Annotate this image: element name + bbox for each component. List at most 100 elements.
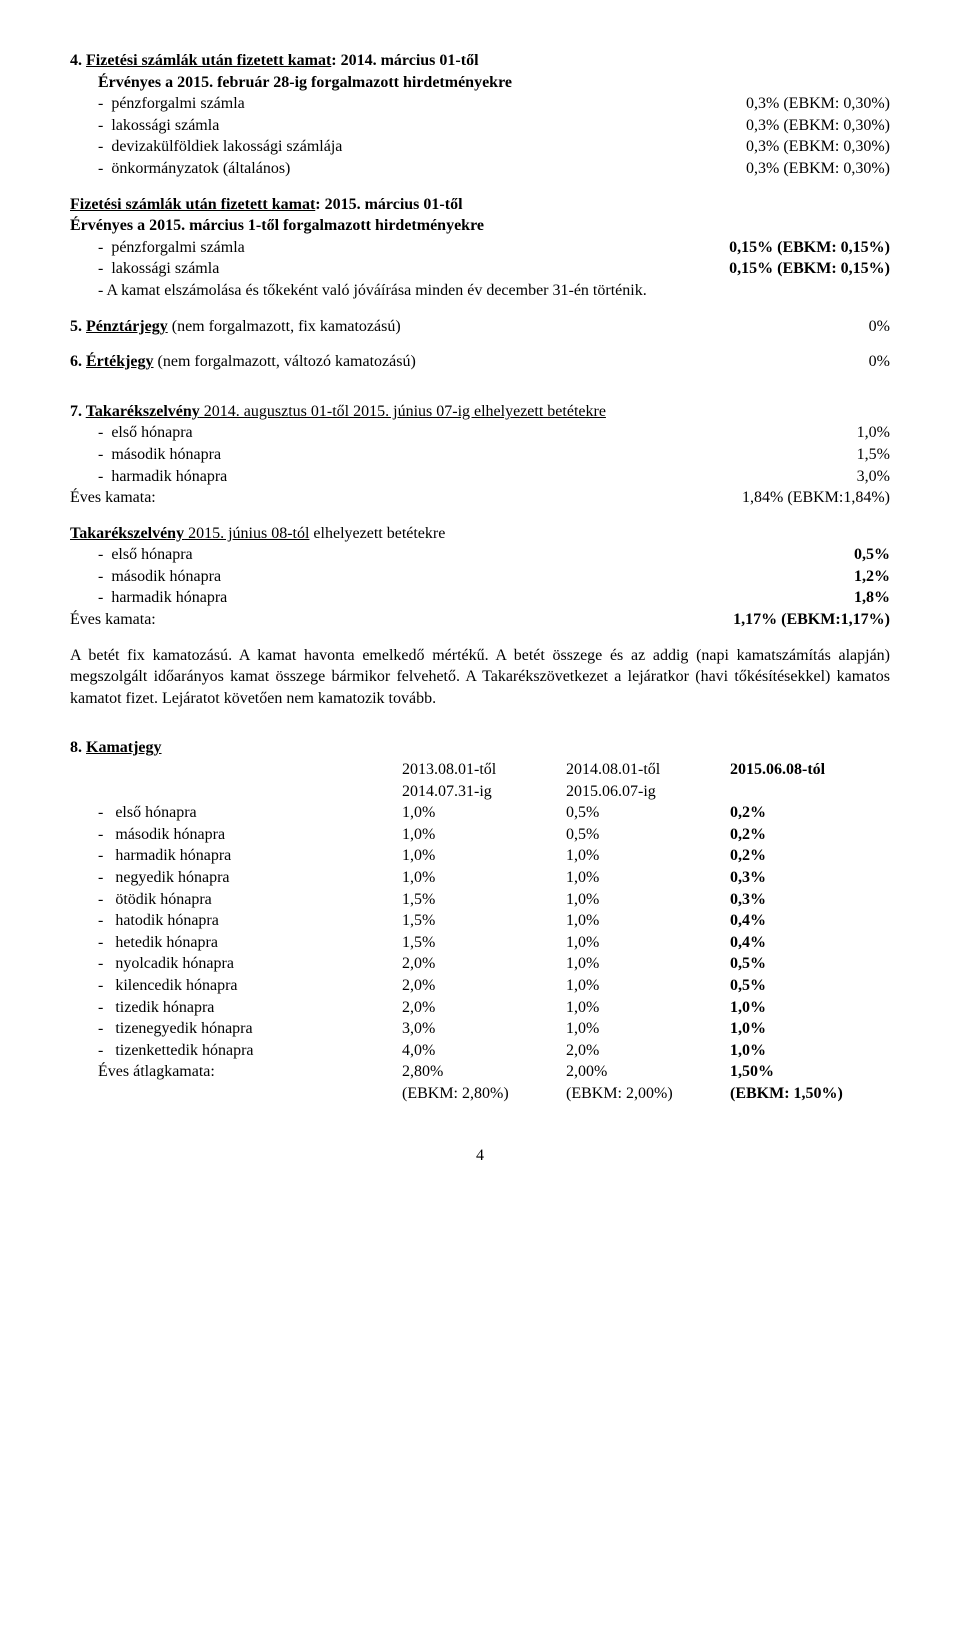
heading-num: 4. [70,52,82,69]
list-item: második hónapra1,2% [98,566,890,588]
list-item-label: pénzforgalmi számla [98,93,746,115]
list-item-label: pénzforgalmi számla [98,237,729,259]
list-item-value: 1,2% [854,566,890,588]
table-cell: 2,0% [562,1040,726,1062]
subtitle-4: Érvényes a 2015. február 28-ig forgalmaz… [70,72,890,94]
table-row: - negyedik hónapra1,0%1,0%0,3% [70,867,890,889]
table-col-subheader [726,781,890,803]
table-cell: 1,0% [562,953,726,975]
table-row-avg: Éves átlagkamata:2,80%2,00%1,50% [70,1061,890,1083]
list-item-value: 1,0% [857,422,890,444]
table-cell: 1,0% [398,824,562,846]
table-row: - hetedik hónapra1,5%1,0%0,4% [70,932,890,954]
list-item-value: 0,15% (EBKM: 0,15%) [729,258,890,280]
table-row: - tizenkettedik hónapra4,0%2,0%1,0% [70,1040,890,1062]
table-cell: 0,2% [726,802,890,824]
table-cell: 0,5% [726,953,890,975]
heading-7b-suffix2: elhelyezett betétekre [309,525,445,542]
table-cell: 1,0% [562,867,726,889]
table-cell: 2,0% [398,953,562,975]
table-avg-label: Éves átlagkamata: [70,1061,398,1083]
table-row-label: - tizenkettedik hónapra [70,1040,398,1062]
list-item-value: 0,3% (EBKM: 0,30%) [746,136,890,158]
list-item-value: 3,0% [857,466,890,488]
section-6: 6. Értékjegy (nem forgalmazott, változó … [70,351,890,373]
table-col-header: 2013.08.01-től [398,759,562,781]
table-row: - első hónapra1,0%0,5%0,2% [70,802,890,824]
table-row: - tizedik hónapra2,0%1,0%1,0% [70,997,890,1019]
section-7: 7. Takarékszelvény 2014. augusztus 01-tő… [70,401,890,710]
heading-7b-title: Takarékszelvény [70,525,184,542]
heading-6-label: 6. Értékjegy (nem forgalmazott, változó … [70,351,869,373]
table-row-label: - nyolcadik hónapra [70,953,398,975]
table-cell: 1,0% [398,867,562,889]
table-col-subheader: 2014.07.31-ig [398,781,562,803]
heading-4: 4. Fizetési számlák után fizetett kamat:… [70,50,890,72]
table-cell: 1,5% [398,889,562,911]
table-row-label: - negyedik hónapra [70,867,398,889]
heading-7b-suffix: 2015. június 08-tól [184,525,309,542]
heading-4b: Fizetési számlák után fizetett kamat: 20… [70,194,890,216]
table-row-label: - kilencedik hónapra [70,975,398,997]
table-cell: 1,0% [726,1018,890,1040]
table-cell: 0,5% [726,975,890,997]
heading-8-num: 8. [70,739,82,756]
list-item-label: második hónapra [98,444,857,466]
note-4b: - A kamat elszámolása és tőkeként való j… [70,280,890,302]
table-cell: 2,00% [562,1061,726,1083]
heading-8: 8. Kamatjegy [70,737,890,759]
table-col-header: 2014.08.01-től [562,759,726,781]
list-item-value: 0,3% (EBKM: 0,30%) [746,158,890,180]
table-cell: 1,0% [562,910,726,932]
table-cell: 0,4% [726,932,890,954]
table-row-label: - ötödik hónapra [70,889,398,911]
table-cell: 1,0% [562,975,726,997]
table-cell: 1,0% [726,997,890,1019]
heading-6-val: 0% [869,351,890,373]
list-item: harmadik hónapra3,0% [98,466,890,488]
table-col-subheader: 2015.06.07-ig [562,781,726,803]
page-number: 4 [70,1145,890,1167]
table-row: - harmadik hónapra1,0%1,0%0,2% [70,845,890,867]
heading-5-val: 0% [869,316,890,338]
kamatjegy-table: 2013.08.01-től2014.08.01-től2015.06.08-t… [70,759,890,1105]
table-cell: 1,0% [562,1018,726,1040]
list-item-value: 0,5% [854,544,890,566]
rows-7b: első hónapra0,5%második hónapra1,2%harma… [70,544,890,609]
table-row: - kilencedik hónapra2,0%1,0%0,5% [70,975,890,997]
eves-7a-val: 1,84% (EBKM:1,84%) [742,487,890,509]
rows-4b: pénzforgalmi számla0,15% (EBKM: 0,15%)la… [70,237,890,280]
table-row-label: - hatodik hónapra [70,910,398,932]
subtitle-4b: Érvényes a 2015. március 1-től forgalmaz… [70,215,890,237]
list-item: önkormányzatok (általános)0,3% (EBKM: 0,… [98,158,890,180]
table-cell: 2,0% [398,975,562,997]
table-cell: 2,80% [398,1061,562,1083]
list-item: pénzforgalmi számla0,15% (EBKM: 0,15%) [98,237,890,259]
heading-5-suffix: (nem forgalmazott, fix kamatozású) [168,318,401,335]
eves-7b-val: 1,17% (EBKM:1,17%) [733,609,890,631]
table-cell: 1,0% [726,1040,890,1062]
heading-title: Fizetési számlák után fizetett kamat [86,52,331,69]
heading-5-title: Pénztárjegy [86,318,168,335]
table-cell: (EBKM: 2,80%) [398,1083,562,1105]
heading-4b-suffix: : 2015. március 01-től [315,196,462,213]
table-cell: 1,5% [398,932,562,954]
section-8: 8. Kamatjegy 2013.08.01-től2014.08.01-tő… [70,737,890,1104]
heading-6-suffix: (nem forgalmazott, változó kamatozású) [154,353,416,370]
table-cell: 1,0% [562,889,726,911]
table-cell: 2,0% [398,997,562,1019]
list-item-value: 1,5% [857,444,890,466]
list-item-label: harmadik hónapra [98,466,857,488]
table-row: - hatodik hónapra1,5%1,0%0,4% [70,910,890,932]
heading-5-label: 5. Pénztárjegy (nem forgalmazott, fix ka… [70,316,869,338]
list-item-label: devizakülföldiek lakossági számlája [98,136,746,158]
eves-7b: Éves kamata: 1,17% (EBKM:1,17%) [70,609,890,631]
table-cell: 1,0% [562,932,726,954]
list-item: első hónapra0,5% [98,544,890,566]
list-item: lakossági számla0,15% (EBKM: 0,15%) [98,258,890,280]
heading-7-num: 7. [70,403,82,420]
table-cell: 1,0% [398,845,562,867]
heading-7-title: Takarékszelvény [86,403,200,420]
table-cell: 1,0% [562,845,726,867]
table-col-header: 2015.06.08-tól [726,759,890,781]
